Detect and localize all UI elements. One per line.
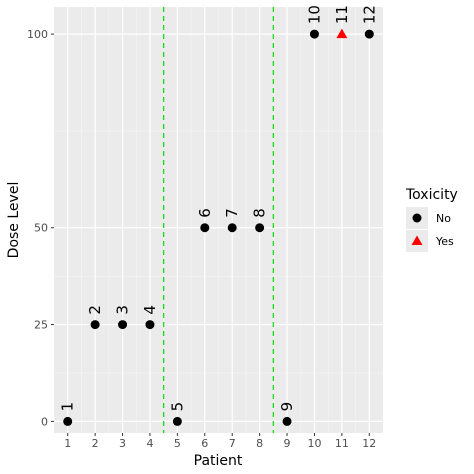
data-point-toxicity-no [90, 320, 100, 330]
point-label: 7 [223, 208, 241, 218]
legend-circle-icon [412, 213, 422, 223]
legend-label-yes: Yes [435, 235, 454, 248]
data-point-toxicity-no [309, 29, 319, 39]
y-tick-label: 50 [34, 222, 48, 235]
x-axis-title: Patient [194, 453, 243, 469]
y-tick-label: 100 [27, 28, 48, 41]
y-tick-label: 25 [34, 319, 48, 332]
x-tick-label: 2 [92, 437, 99, 450]
point-label: 1 [59, 402, 77, 412]
point-label: 12 [360, 5, 378, 24]
data-point-toxicity-no [118, 320, 128, 330]
y-axis-title: Dose Level [6, 182, 22, 259]
legend-entry-no: No [406, 207, 451, 229]
point-label: 5 [168, 402, 186, 412]
point-label: 4 [141, 305, 159, 315]
x-tick-label: 4 [146, 437, 153, 450]
x-tick-label: 8 [256, 437, 263, 450]
point-label: 2 [86, 305, 104, 315]
data-point-toxicity-no [282, 416, 292, 426]
x-tick-label: 11 [335, 437, 349, 450]
point-label: 11 [333, 5, 351, 24]
major-gridlines [54, 7, 383, 433]
x-tick-label: 10 [307, 437, 321, 450]
x-tick-label: 9 [284, 437, 291, 450]
data-points [63, 28, 374, 426]
point-label: 3 [114, 305, 132, 315]
point-label: 6 [196, 208, 214, 218]
legend-title: Toxicity [405, 187, 458, 203]
point-label: 10 [305, 5, 323, 24]
data-point-toxicity-yes [336, 28, 348, 39]
data-point-toxicity-no [145, 320, 155, 330]
data-point-toxicity-no [200, 223, 210, 233]
x-axis: 1 2 3 4 5 6 7 8 9 10 11 12 [64, 433, 376, 450]
data-point-toxicity-no [364, 29, 374, 39]
x-tick-label: 3 [119, 437, 126, 450]
cohort-separators [163, 7, 274, 433]
legend-label-no: No [436, 212, 451, 225]
point-label: 8 [251, 208, 269, 218]
legend: Toxicity No Yes [405, 187, 458, 252]
x-tick-label: 6 [201, 437, 208, 450]
data-point-toxicity-no [172, 416, 182, 426]
data-point-toxicity-no [227, 223, 237, 233]
legend-triangle-icon [411, 235, 423, 245]
x-tick-label: 5 [174, 437, 181, 450]
point-label: 9 [278, 402, 296, 412]
x-tick-label: 12 [362, 437, 376, 450]
data-point-toxicity-no [255, 223, 265, 233]
data-point-toxicity-no [63, 416, 73, 426]
legend-entry-yes: Yes [406, 230, 454, 252]
x-tick-label: 7 [229, 437, 236, 450]
y-tick-label: 0 [41, 415, 48, 428]
x-tick-label: 1 [64, 437, 71, 450]
y-axis: 0 25 50 100 [27, 28, 54, 428]
